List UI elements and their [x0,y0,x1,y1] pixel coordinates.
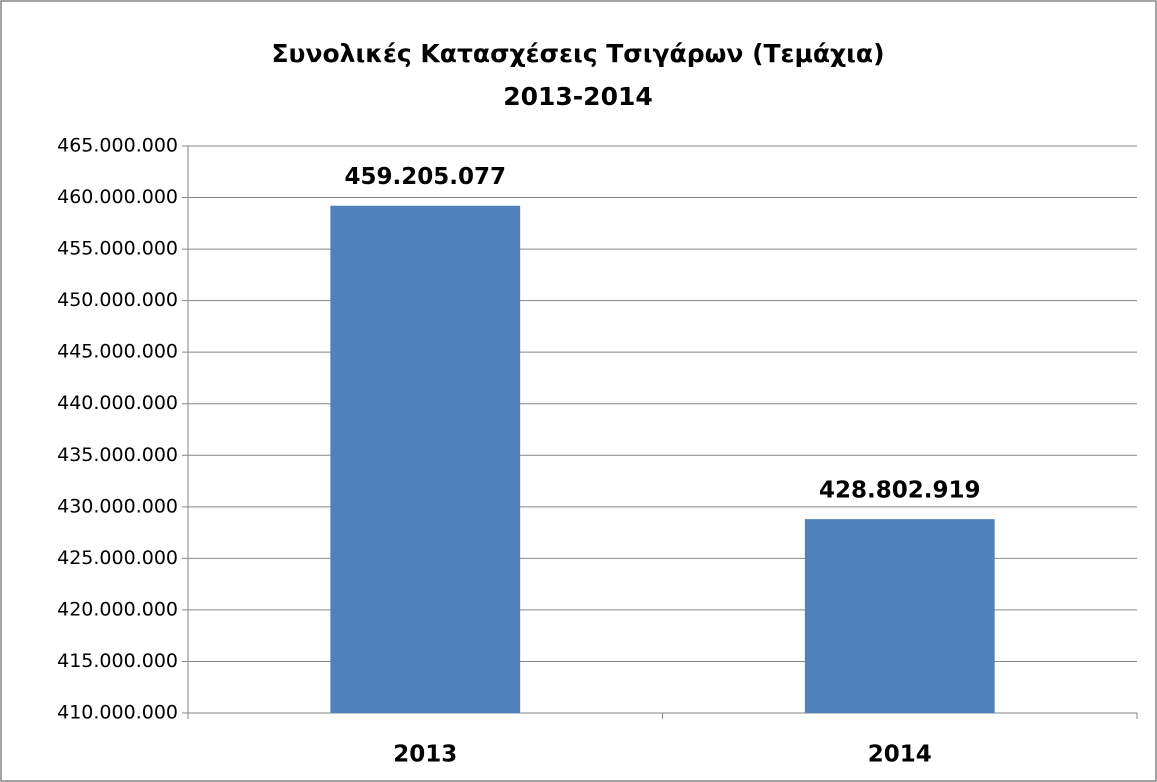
y-tick-label: 420.000.000 [57,598,178,620]
y-tick-label: 440.000.000 [57,392,178,414]
y-tick-label: 415.000.000 [57,650,178,672]
chart-subtitle: 2013-2014 [503,82,653,111]
chart-title: Συνολικές Κατασχέσεις Τσιγάρων (Τεμάχια) [271,39,884,68]
bar [330,205,521,713]
y-tick-label: 410.000.000 [57,702,178,724]
y-tick-label: 435.000.000 [57,444,178,466]
x-tick-label: 2014 [868,742,932,768]
y-tick-label: 430.000.000 [57,495,178,517]
y-tick-label: 460.000.000 [57,186,178,208]
value-label: 459.205.077 [344,164,506,190]
y-tick-label: 425.000.000 [57,547,178,569]
y-tick-label: 465.000.000 [57,135,178,157]
bar [804,519,995,713]
value-label: 428.802.919 [819,478,981,504]
x-tick-label: 2013 [393,742,457,768]
y-tick-label: 450.000.000 [57,289,178,311]
y-tick-label: 445.000.000 [57,341,178,363]
y-tick-label: 455.000.000 [57,238,178,260]
